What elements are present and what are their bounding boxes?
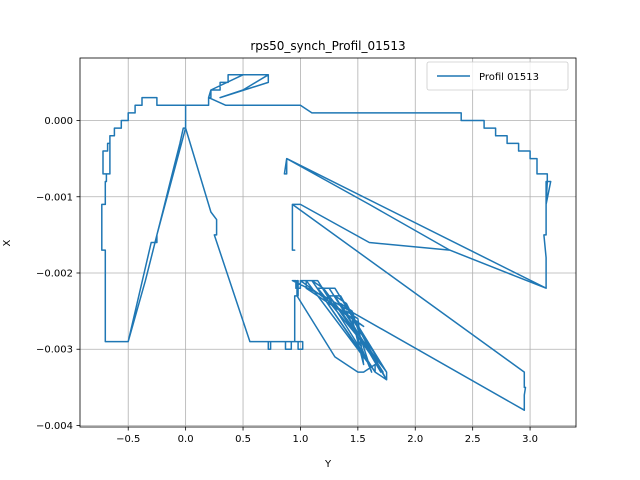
x-tick-label: 3.0: [522, 434, 538, 445]
legend-box: [426, 61, 569, 91]
y-tick-label: −0.004: [36, 421, 73, 432]
legend: Profil 01513: [426, 61, 569, 91]
x-axis-label: Y: [324, 459, 332, 470]
series-layer: [101, 74, 552, 411]
y-tick-label: −0.003: [36, 345, 73, 356]
x-tick-label: 1.5: [350, 434, 366, 445]
plot-frame: [79, 57, 577, 428]
x-tick-label: 0.5: [235, 434, 251, 445]
ticks: −0.5 0.0 0.5 1.0 1.5 2.0 2.5 3.0 0.000 −0.001 −0.0…: [36, 116, 538, 445]
series-line: [101, 74, 552, 411]
chart-title: rps50_synch_Profil_01513: [250, 39, 405, 53]
y-axis-label: X: [2, 239, 13, 246]
x-tick-label: 1.0: [292, 434, 308, 445]
x-tick-label: 2.5: [465, 434, 481, 445]
y-tick-label: 0.000: [44, 116, 73, 127]
x-tick-label: −0.5: [116, 434, 140, 445]
x-tick-label: 2.0: [407, 434, 423, 445]
y-tick-label: −0.001: [36, 192, 73, 203]
grid: [80, 58, 576, 427]
y-tick-label: −0.002: [36, 268, 73, 279]
x-tick-label: 0.0: [178, 434, 194, 445]
legend-label: Profil 01513: [479, 72, 539, 83]
